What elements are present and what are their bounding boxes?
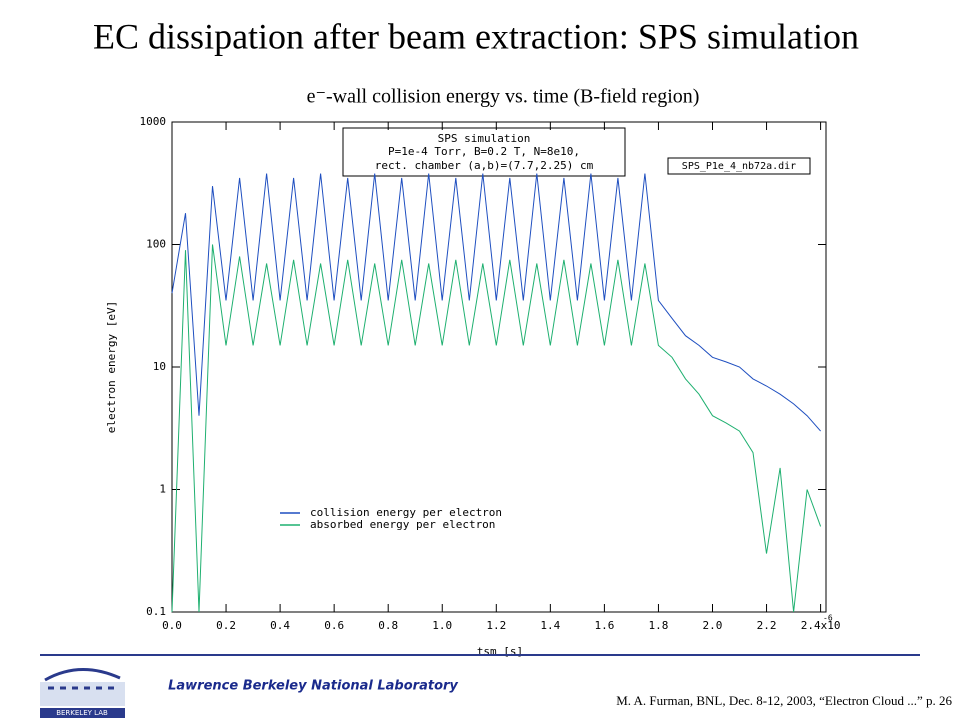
file-label: SPS_P1e_4_nb72a.dir [682, 161, 796, 172]
x-tick-exponent: -6 [823, 614, 833, 623]
y-tick-label: 1 [159, 483, 166, 496]
y-tick-label: 1000 [140, 115, 167, 128]
x-tick-label: 1.2 [486, 619, 506, 632]
logo: BERKELEY LAB [40, 668, 125, 718]
x-tick-label: 1.0 [432, 619, 452, 632]
y-tick-label: 0.1 [146, 605, 166, 618]
x-tick-label: 2.2 [757, 619, 777, 632]
series-line [171, 244, 822, 613]
chart-title: e⁻-wall collision energy vs. time (B-fie… [307, 86, 700, 108]
y-axis-label: electron energy [eV] [105, 301, 118, 433]
annotation: SPS simulation [438, 132, 531, 145]
x-tick-label: 0.4 [270, 619, 290, 632]
x-tick-label: 2.0 [703, 619, 723, 632]
series-line [171, 173, 821, 432]
annotation-box [342, 127, 626, 177]
x-tick-label: 0.6 [324, 619, 344, 632]
x-tick-label: 1.8 [649, 619, 669, 632]
plot-frame [171, 121, 827, 613]
institution: Lawrence Berkeley National Laboratory [168, 679, 458, 694]
x-tick-label: 1.4 [540, 619, 560, 632]
citation: M. A. Furman, BNL, Dec. 8-12, 2003, “Ele… [616, 693, 952, 708]
annotation: P=1e-4 Torr, B=0.2 T, N=8e10, [388, 145, 580, 158]
x-tick-label: 2.4x10 [801, 619, 841, 632]
file-box [667, 157, 811, 175]
x-axis-label: tsm [s] [477, 645, 523, 658]
x-tick-label: 0.2 [216, 619, 236, 632]
y-tick-label: 10 [153, 360, 166, 373]
x-tick-label: 0.0 [162, 619, 182, 632]
legend-label: absorbed energy per electron [310, 518, 495, 531]
annotation: rect. chamber (a,b)=(7.7,2.25) cm [375, 159, 594, 172]
logo-text: BERKELEY LAB [56, 709, 108, 717]
x-tick-label: 0.8 [378, 619, 398, 632]
y-tick-label: 100 [146, 238, 166, 251]
x-tick-label: 1.6 [594, 619, 614, 632]
legend-label: collision energy per electron [310, 506, 502, 519]
slide-title: EC dissipation after beam extraction: SP… [93, 16, 859, 56]
